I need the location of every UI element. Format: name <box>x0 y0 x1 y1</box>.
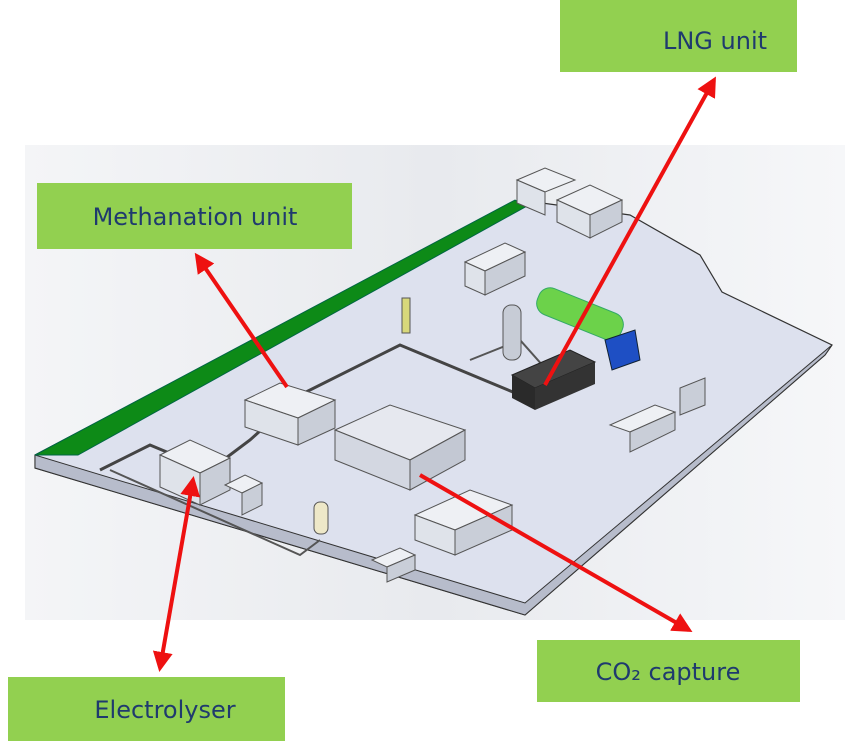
tank <box>503 305 521 360</box>
electrolyser-label: Electrolyser <box>94 696 235 724</box>
methanation-label: Methanation unit <box>93 203 298 231</box>
diagram: LNG unit Methanation unit CO₂ capture El… <box>0 0 857 741</box>
vent-stack <box>402 298 410 333</box>
lng-label: LNG unit <box>663 27 767 55</box>
tank <box>314 502 328 534</box>
co2-label: CO₂ capture <box>596 658 741 686</box>
